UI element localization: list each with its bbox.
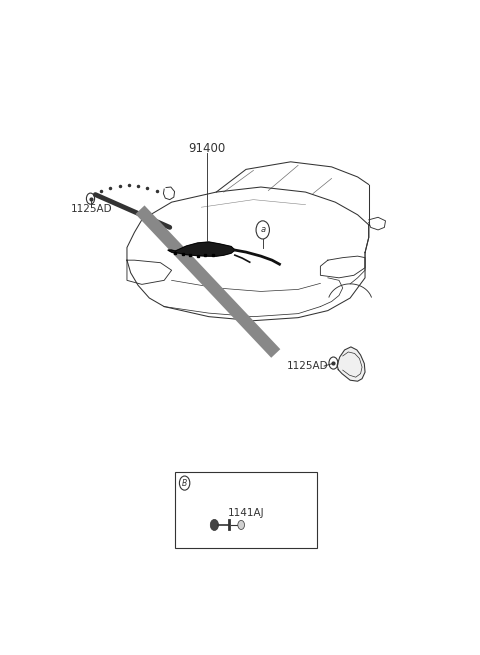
Circle shape bbox=[238, 521, 244, 529]
Circle shape bbox=[256, 221, 269, 239]
Text: B: B bbox=[182, 479, 187, 487]
Text: 91400: 91400 bbox=[188, 141, 226, 155]
Polygon shape bbox=[168, 242, 235, 256]
Text: 1125AD: 1125AD bbox=[71, 204, 112, 214]
Bar bbox=[175, 472, 317, 548]
Text: a: a bbox=[260, 225, 265, 234]
Text: 1141AJ: 1141AJ bbox=[228, 508, 264, 518]
Circle shape bbox=[180, 476, 190, 490]
Polygon shape bbox=[337, 347, 365, 381]
Text: 1125AD: 1125AD bbox=[287, 361, 328, 371]
Circle shape bbox=[210, 519, 218, 531]
